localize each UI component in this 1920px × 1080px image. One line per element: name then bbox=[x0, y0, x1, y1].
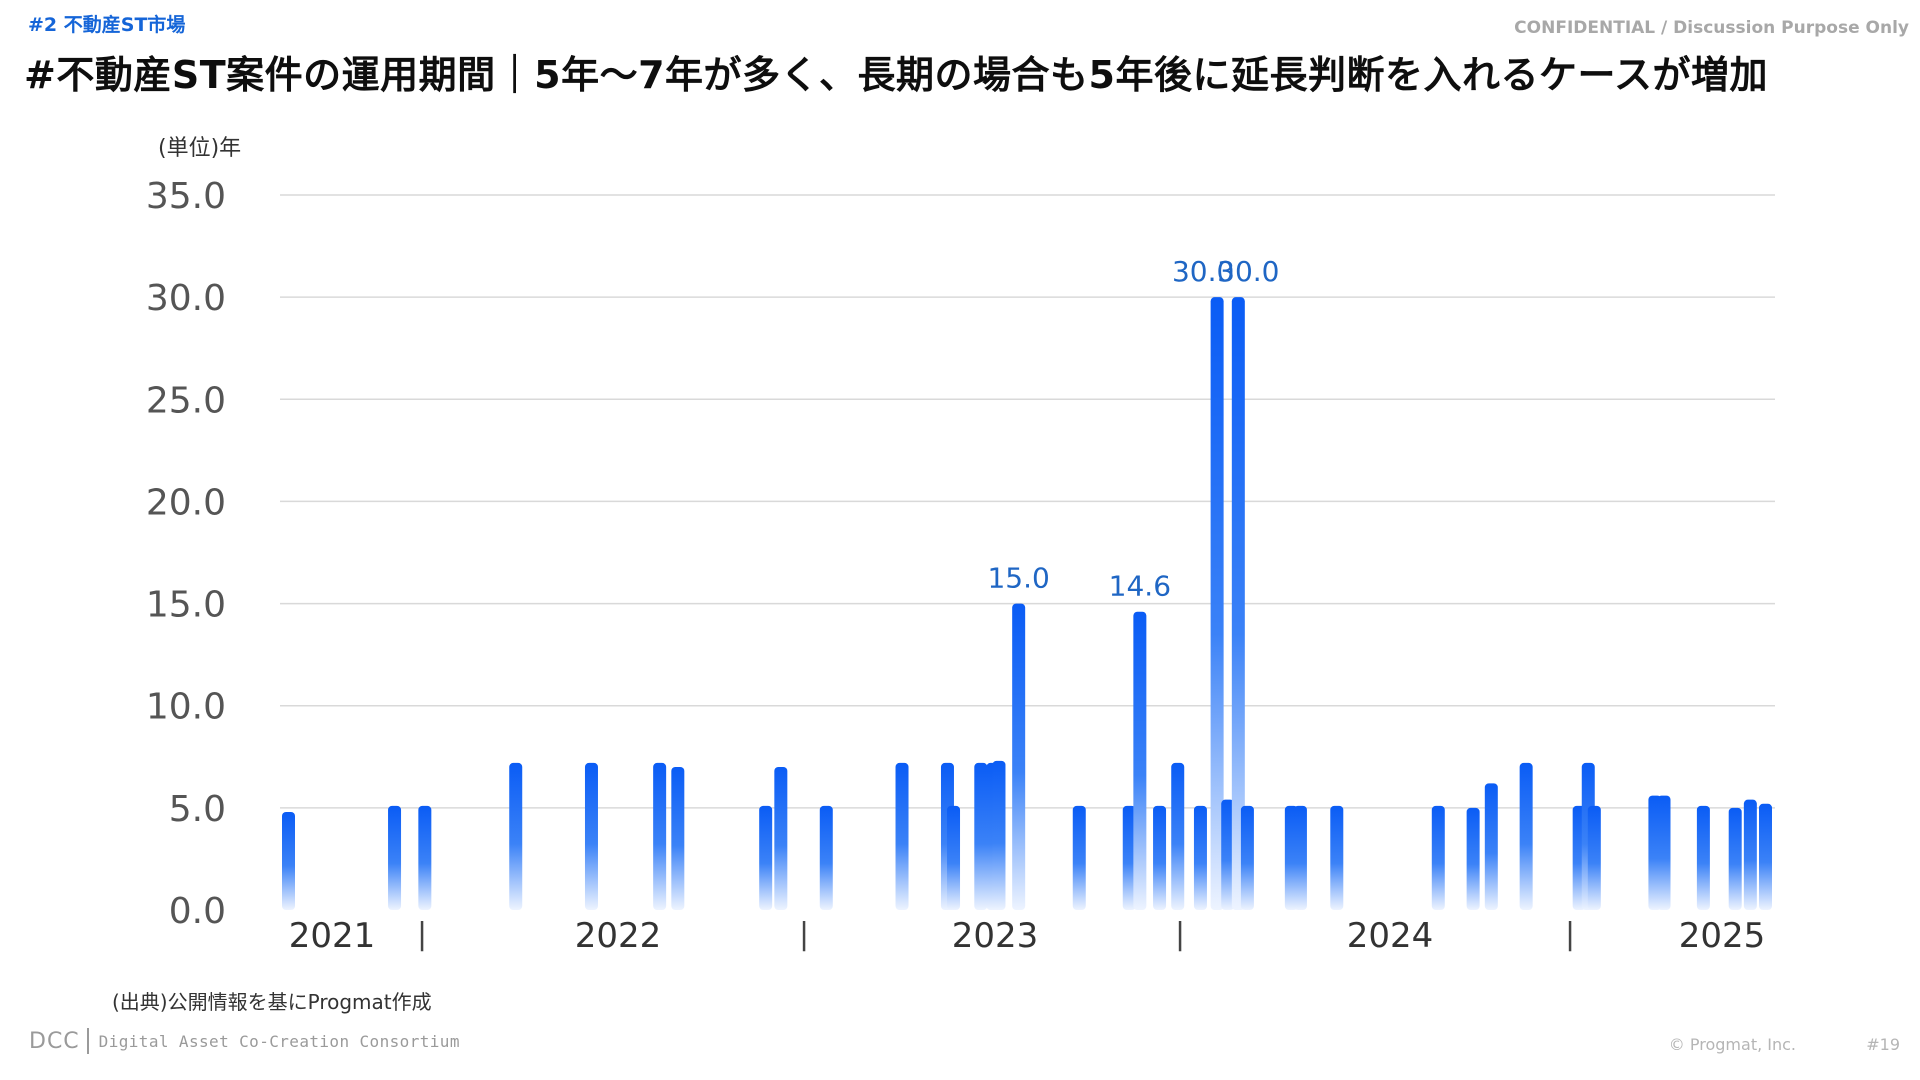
bar bbox=[1696, 805, 1710, 910]
bar bbox=[1153, 805, 1167, 910]
bar bbox=[584, 762, 598, 910]
bar bbox=[509, 762, 523, 910]
y-axis-unit-label: (単位)年 bbox=[158, 136, 242, 161]
x-year-label: 2023 bbox=[952, 916, 1039, 956]
bar bbox=[895, 762, 909, 910]
y-axis-ticks: 0.0 5.0 10.0 15.0 20.0 25.0 30.0 35.0 bbox=[146, 176, 226, 932]
bar bbox=[1657, 795, 1671, 910]
y-tick-label: 0.0 bbox=[169, 891, 226, 932]
bar bbox=[1728, 807, 1742, 910]
bar bbox=[388, 805, 402, 910]
bars bbox=[282, 297, 1772, 911]
y-tick-label: 10.0 bbox=[146, 687, 226, 728]
dcc-logo: DCC Digital Asset Co-Creation Consortium bbox=[29, 1028, 460, 1054]
bar bbox=[1484, 783, 1498, 910]
bar bbox=[1221, 799, 1235, 910]
bar bbox=[819, 805, 833, 910]
x-year-label: 2025 bbox=[1679, 916, 1766, 956]
x-year-label: 2024 bbox=[1347, 916, 1434, 956]
bar bbox=[1193, 805, 1207, 910]
bar bbox=[1519, 762, 1533, 910]
x-axis-year-labels: 2021 2022 2023 2024 2025 | | | | bbox=[289, 916, 1766, 956]
bar bbox=[1072, 805, 1086, 910]
dcc-logo-mark: DCC bbox=[29, 1028, 80, 1054]
source-note: (出典)公開情報を基にProgmat作成 bbox=[112, 990, 432, 1014]
dcc-logo-text: Digital Asset Co-Creation Consortium bbox=[98, 1031, 460, 1051]
bar bbox=[653, 762, 667, 910]
bar bbox=[1759, 803, 1772, 910]
confidential-notice: CONFIDENTIAL / Discussion Purpose Only bbox=[1514, 18, 1909, 38]
page-title: #不動産ST案件の運用期間｜5年〜7年が多く、長期の場合も5年後に延長判断を入れ… bbox=[24, 53, 1769, 97]
bar bbox=[671, 767, 685, 910]
bar bbox=[1743, 799, 1757, 910]
data-label: 30.0 bbox=[1217, 255, 1279, 288]
bar bbox=[1293, 805, 1307, 910]
bar bbox=[1431, 805, 1445, 910]
bar bbox=[1210, 297, 1224, 911]
bar bbox=[1171, 762, 1185, 910]
bar bbox=[1122, 805, 1136, 910]
x-year-label: 2021 bbox=[289, 916, 376, 956]
bar bbox=[992, 760, 1006, 910]
logo-divider bbox=[86, 1028, 89, 1054]
x-year-separator: | bbox=[799, 917, 809, 952]
bar bbox=[1330, 805, 1344, 910]
bar bbox=[759, 805, 773, 910]
y-tick-label: 5.0 bbox=[169, 789, 226, 830]
data-label: 30.0 bbox=[1172, 255, 1234, 288]
y-tick-label: 20.0 bbox=[146, 482, 226, 523]
x-year-label: 2022 bbox=[575, 916, 662, 956]
bar bbox=[1231, 297, 1245, 911]
bar bbox=[1466, 807, 1480, 910]
bar bbox=[1133, 611, 1147, 910]
bar bbox=[1587, 805, 1601, 910]
data-label: 14.6 bbox=[1109, 570, 1171, 603]
x-year-separator: | bbox=[1565, 917, 1575, 952]
bar bbox=[282, 811, 295, 910]
copyright: © Progmat, Inc. bbox=[1668, 1035, 1796, 1054]
bar bbox=[418, 805, 432, 910]
data-label: 15.0 bbox=[987, 562, 1049, 595]
page-number: #19 bbox=[1866, 1035, 1900, 1054]
y-tick-label: 30.0 bbox=[146, 278, 226, 319]
y-tick-label: 25.0 bbox=[146, 380, 226, 421]
section-tag: #2 不動産ST市場 bbox=[28, 14, 186, 36]
duration-bar-chart: 0.0 5.0 10.0 15.0 20.0 25.0 30.0 35.0 15.0 14.6 3… bbox=[146, 176, 1775, 956]
bar bbox=[1240, 805, 1254, 910]
bar bbox=[1012, 603, 1026, 910]
grid-lines bbox=[280, 194, 1775, 809]
y-tick-label: 15.0 bbox=[146, 585, 226, 626]
data-labels: 15.0 14.6 30.030.0 bbox=[987, 255, 1279, 603]
x-year-separator: | bbox=[1175, 917, 1185, 952]
x-year-separator: | bbox=[417, 917, 427, 952]
bar bbox=[947, 805, 961, 910]
y-tick-label: 35.0 bbox=[146, 176, 226, 217]
bar bbox=[974, 762, 988, 910]
bar bbox=[774, 767, 788, 910]
